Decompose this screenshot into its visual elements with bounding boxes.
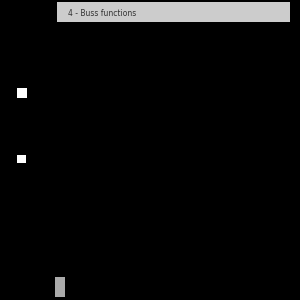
Bar [17, 88, 27, 98]
Text: 4 - Buss functions: 4 - Buss functions [68, 10, 136, 19]
Bar [57, 2, 290, 22]
Bar [55, 277, 65, 297]
Bar [17, 155, 26, 163]
